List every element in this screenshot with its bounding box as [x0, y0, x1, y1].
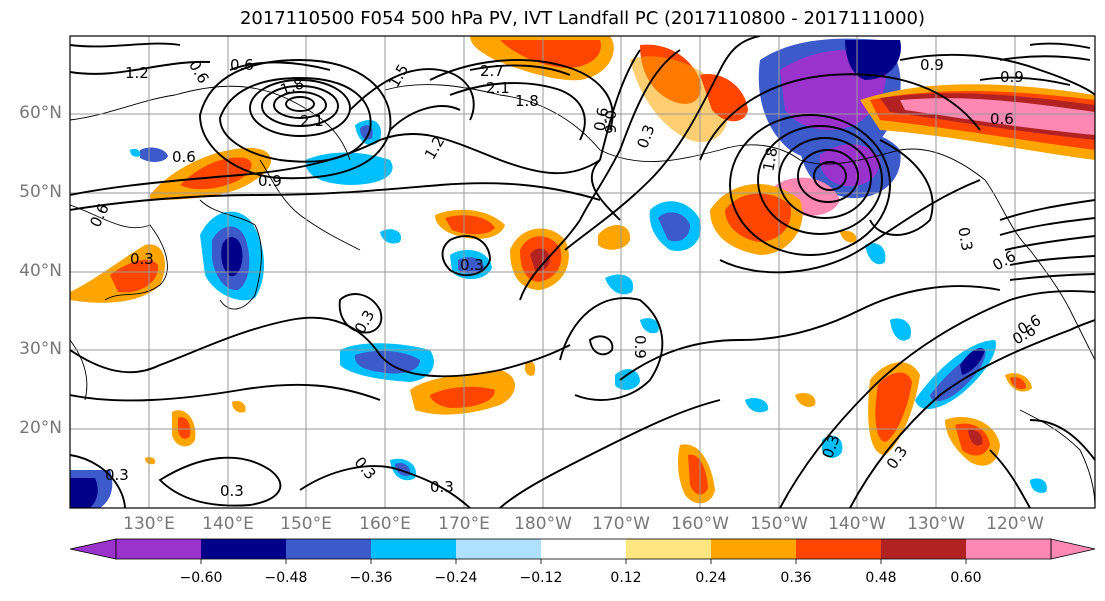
contour-label: 0.6: [990, 110, 1014, 128]
lat-label-20n: 20°N: [19, 418, 62, 438]
colorbar-segment: [541, 539, 626, 559]
colorbar-tick-label: 0.48: [865, 570, 897, 586]
positive-anomaly-korea-core: [110, 259, 159, 293]
graticule: [70, 36, 1095, 508]
colorbar-segment: [966, 539, 1051, 559]
colorbar: [69, 538, 1096, 564]
colorbar-tick-label: −0.12: [519, 570, 563, 586]
colorbar-segment: [371, 539, 456, 559]
contour-label: 0.3: [430, 478, 454, 496]
contour-label: 0.9: [1000, 68, 1024, 86]
contour-label: 1.2: [125, 64, 149, 82]
contour-label: 0.3: [130, 250, 154, 268]
pv-contours: [70, 36, 1095, 508]
lon-label: 170°E: [438, 514, 490, 534]
lat-label-60n: 60°N: [19, 103, 62, 123]
contour-label: 0.9: [258, 172, 282, 190]
shaded-fields: [70, 36, 1095, 508]
strong-negative-japan: [221, 237, 243, 277]
map-frame: [69, 35, 1096, 509]
contour-label: 0.6: [601, 110, 619, 134]
contour-label: 0.3: [633, 122, 658, 151]
colorbar-segment: [796, 539, 881, 559]
lon-label: 170°W: [592, 514, 650, 534]
colorbar-segment: [881, 539, 966, 559]
contour-label: 0.3: [351, 307, 379, 337]
contour-label: 0.3: [954, 226, 976, 253]
contour-label: 1.8: [759, 146, 781, 173]
contour-label: 0.3: [220, 482, 244, 500]
colorbar-segment: [456, 539, 541, 559]
colorbar-segment: [711, 539, 796, 559]
map-title: 2017110500 F054 500 hPa PV, IVT Landfall…: [239, 8, 926, 29]
colorbar-tick-label: −0.24: [434, 570, 478, 586]
colorbar-arrow-left: [69, 538, 117, 560]
lon-label: 180°W: [514, 514, 572, 534]
colorbar-tick-label: 0.12: [610, 570, 642, 586]
contour-label: 0.6: [172, 148, 196, 166]
contour-label: 0.9: [920, 56, 944, 74]
contour-label: 0.9: [631, 335, 649, 359]
negative-anomaly-okhotsk: [140, 147, 168, 162]
colorbar-tick-label: 0.60: [950, 570, 982, 586]
colorbar-tick-label: −0.48: [264, 570, 308, 586]
contour-label: 0.6: [230, 56, 254, 74]
lon-label: 160°W: [671, 514, 729, 534]
lon-label: 160°E: [359, 514, 411, 534]
contour-label: 0.3: [818, 432, 843, 461]
contour-label: 0.3: [105, 466, 129, 484]
colorbar-segment: [116, 539, 201, 559]
contour-label: 2.1: [486, 79, 510, 97]
colorbar-tick-label: −0.60: [179, 570, 223, 586]
colorbar-tick-label: 0.24: [695, 570, 727, 586]
lat-label-50n: 50°N: [19, 182, 62, 202]
lat-label-30n: 30°N: [19, 339, 62, 359]
lat-label-40n: 40°N: [19, 261, 62, 281]
colorbar-segment: [286, 539, 371, 559]
contour-label: 1.5: [385, 61, 413, 91]
lon-label: 150°W: [750, 514, 808, 534]
contour-label: 1.2: [421, 133, 449, 163]
coastlines: [70, 84, 1095, 508]
contour-label: 2.7: [480, 62, 504, 80]
contour-label: 0.3: [351, 453, 380, 483]
contour-label: 0.3: [460, 256, 484, 274]
lon-label: 140°E: [202, 514, 254, 534]
lon-label: 130°E: [123, 514, 175, 534]
colorbar-tick-label: −0.36: [349, 570, 393, 586]
colorbar-segment: [201, 539, 286, 559]
lon-label: 130°W: [907, 514, 965, 534]
contour-label: 2.1: [300, 112, 324, 130]
lon-label: 120°W: [986, 514, 1044, 534]
contour-label: 1.8: [515, 92, 539, 110]
colorbar-arrow-right: [1050, 538, 1096, 560]
colorbar-segment: [626, 539, 711, 559]
lon-label: 150°E: [280, 514, 332, 534]
colorbar-tick-label: 0.36: [780, 570, 812, 586]
contour-label: 0.6: [590, 106, 612, 133]
lon-label: 140°W: [828, 514, 886, 534]
